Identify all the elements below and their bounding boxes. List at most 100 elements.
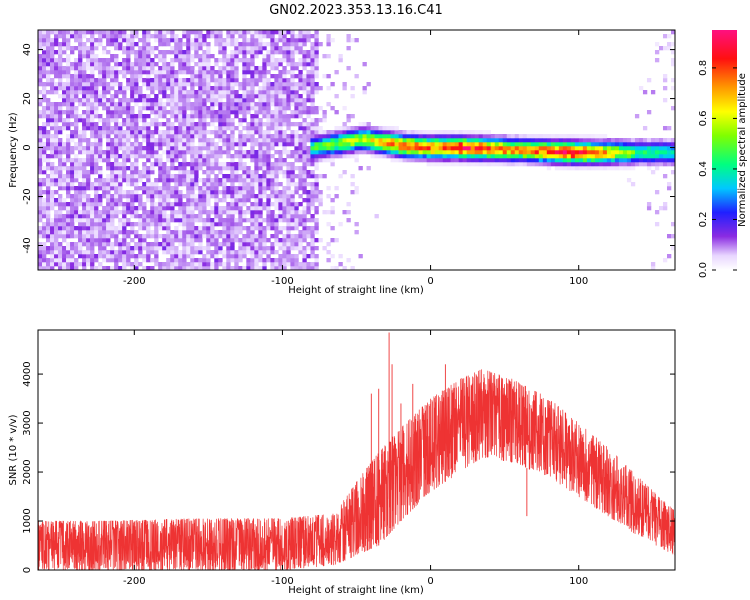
heatmap-cell: [638, 158, 644, 163]
heatmap-cell: [74, 134, 79, 139]
heatmap-cell: [366, 138, 371, 143]
heatmap-cell: [82, 258, 87, 263]
heatmap-cell: [426, 150, 431, 155]
heatmap-cell: [58, 194, 63, 199]
heatmap-cell: [58, 250, 63, 255]
heatmap-cell: [118, 134, 123, 139]
heatmap-cell: [658, 46, 664, 51]
heatmap-cell: [298, 50, 303, 55]
heatmap-cell: [106, 210, 111, 215]
heatmap-cell: [198, 122, 203, 127]
heatmap-cell: [278, 138, 283, 143]
heatmap-cell: [86, 194, 91, 199]
heatmap-cell: [550, 154, 556, 159]
heatmap-cell: [442, 162, 447, 167]
heatmap-cell: [158, 34, 163, 39]
heatmap-cell: [302, 102, 307, 107]
heatmap-cell: [90, 250, 95, 255]
heatmap-cell: [418, 150, 423, 155]
heatmap-cell: [478, 158, 483, 163]
heatmap-cell: [98, 154, 103, 159]
heatmap-cell: [170, 58, 175, 63]
heatmap-cell: [582, 146, 588, 151]
heatmap-cell: [98, 130, 103, 135]
heatmap-cell: [274, 182, 279, 187]
heatmap-cell: [286, 202, 291, 207]
heatmap-cell: [434, 146, 439, 151]
heatmap-cell: [134, 50, 139, 55]
heatmap-cell: [298, 182, 303, 187]
heatmap-cell: [130, 46, 135, 51]
heatmap-cell: [198, 42, 203, 47]
heatmap-cell: [378, 130, 383, 135]
heatmap-cell: [150, 250, 155, 255]
heatmap-cell: [246, 198, 251, 203]
heatmap-cell: [426, 154, 431, 159]
heatmap-cell: [130, 194, 135, 199]
heatmap-cell: [126, 54, 131, 59]
heatmap-cell: [286, 86, 291, 91]
heatmap-cell: [286, 166, 291, 171]
heatmap-cell: [218, 150, 223, 155]
heatmap-cell: [54, 82, 59, 87]
heatmap-cell: [74, 106, 79, 111]
heatmap-cell: [178, 138, 183, 143]
heatmap-cell: [98, 214, 103, 219]
heatmap-cell: [178, 266, 183, 270]
heatmap-cell: [178, 210, 183, 215]
heatmap-cell: [226, 126, 231, 131]
heatmap-cell: [182, 118, 187, 123]
heatmap-cell: [130, 98, 135, 103]
heatmap-cell: [110, 98, 115, 103]
heatmap-cell: [346, 114, 351, 119]
heatmap-cell: [190, 142, 195, 147]
heatmap-cell: [390, 138, 395, 143]
heatmap-cell: [118, 154, 123, 159]
heatmap-cell: [218, 66, 223, 71]
heatmap-cell: [294, 34, 299, 39]
heatmap-cell: [350, 134, 355, 139]
heatmap-cell: [570, 150, 576, 155]
heatmap-cell: [330, 138, 335, 143]
heatmap-cell: [290, 222, 295, 227]
heatmap-cell: [242, 194, 247, 199]
heatmap-cell: [250, 94, 255, 99]
heatmap-cell: [302, 246, 307, 251]
heatmap-cell: [382, 138, 387, 143]
heatmap-cell: [238, 50, 243, 55]
heatmap-cell: [190, 226, 195, 231]
heatmap-cell: [242, 82, 247, 87]
heatmap-cell: [146, 246, 151, 251]
heatmap-cell: [106, 74, 111, 79]
heatmap-cell: [230, 70, 235, 75]
heatmap-cell: [306, 110, 311, 115]
heatmap-cell: [350, 150, 355, 155]
heatmap-cell: [190, 238, 195, 243]
heatmap-cell: [274, 114, 279, 119]
heatmap-cell: [466, 162, 471, 167]
heatmap-cell: [154, 78, 159, 83]
heatmap-cell: [318, 198, 323, 203]
heatmap-cell: [218, 30, 223, 35]
heatmap-cell: [310, 54, 315, 59]
heatmap-cell: [266, 222, 271, 227]
heatmap-cell: [142, 102, 147, 107]
heatmap-cell: [110, 162, 115, 167]
heatmap-cell: [290, 154, 295, 159]
heatmap-cell: [298, 250, 303, 255]
heatmap-cell: [414, 146, 419, 151]
heatmap-cell: [306, 122, 311, 127]
heatmap-cell: [118, 110, 123, 115]
heatmap-cell: [162, 226, 167, 231]
heatmap-cell: [262, 190, 267, 195]
heatmap-cell: [46, 198, 51, 203]
heatmap-cell: [114, 170, 119, 175]
heatmap-cell: [270, 38, 275, 43]
heatmap-cell: [134, 222, 139, 227]
heatmap-cell: [318, 190, 323, 195]
heatmap-cell: [338, 54, 343, 59]
heatmap-cell: [150, 122, 155, 127]
heatmap-cell: [194, 206, 199, 211]
heatmap-cell: [106, 146, 111, 151]
heatmap-cell: [606, 154, 612, 159]
